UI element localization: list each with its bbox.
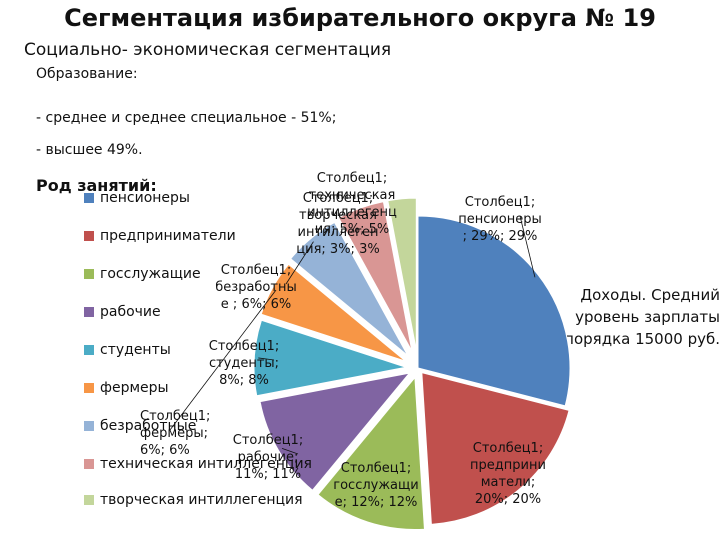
legend-label-6: фермеры (100, 380, 169, 396)
legend-item-7: безработные (84, 418, 196, 434)
legend-label-8: техническая интиллегенция (100, 456, 312, 472)
data-label-1: Столбец1; пенсионеры; 29%; 29% (458, 195, 542, 244)
education-line-secondary: - среднее и среднее специальное - 51%; (36, 110, 337, 126)
data-label-6: Столбец1; фермеры; 6%; 6% (140, 409, 210, 458)
legend-item-3: госслужащие (84, 266, 201, 282)
legend-swatch-2 (84, 231, 94, 241)
pie-slice-8 (337, 201, 413, 352)
legend-swatch-5 (84, 345, 94, 355)
pie-slice-9 (387, 197, 417, 351)
data-label-3: Столбец1; госслужащи е; 12%; 12% (333, 461, 418, 510)
leader-line-1 (519, 215, 536, 278)
leader-line-4 (281, 448, 299, 455)
legend-swatch-4 (84, 307, 94, 317)
legend-label-1: пенсионеры (100, 190, 190, 206)
data-label-5: Столбец1; студенты; 8%; 8% (209, 339, 279, 388)
slide-subtitle: Социально- экономическая сегментация (24, 40, 392, 60)
data-label-9: Столбец1; творческая интиллеген ция; 3%; 3% (296, 191, 379, 257)
data-label-4: Столбец1; рабочие; 11%; 11% (233, 433, 303, 482)
leader-line-6 (169, 289, 277, 431)
legend-label-2: предприниматели (100, 228, 236, 244)
legend-label-7: безработные (100, 418, 197, 434)
leader-line-7 (285, 241, 314, 285)
legend-swatch-3 (84, 269, 94, 279)
legend-label-3: госслужащие (100, 266, 201, 282)
legend-item-5: студенты (84, 342, 171, 358)
legend-label-5: студенты (100, 342, 171, 358)
slide-title: Сегментация избирательного округа № 19 (64, 4, 656, 32)
pie-slice-1 (417, 215, 571, 407)
pie-slice-3 (317, 376, 425, 531)
education-heading: Образование: (36, 66, 138, 82)
legend-swatch-6 (84, 383, 94, 393)
data-label-7: Столбец1; безработны е ; 6%; 6% (215, 263, 296, 312)
pie-slice-7 (289, 221, 409, 357)
pie-slice-6 (260, 263, 407, 362)
legend-label-4: рабочие (100, 304, 161, 320)
legend-swatch-7 (84, 421, 94, 431)
legend-item-2: предприниматели (84, 228, 236, 244)
education-line-higher: - высшее 49%. (36, 142, 143, 158)
legend-swatch-1 (84, 193, 94, 203)
legend-item-9: творческая интиллегенция (84, 492, 303, 508)
legend-swatch-9 (84, 495, 94, 505)
legend-item-6: фермеры (84, 380, 169, 396)
pie-slice-4 (259, 372, 411, 491)
chart-legend: пенсионеры предприниматели госслужащие рабо… (84, 190, 324, 520)
legend-swatch-8 (84, 459, 94, 469)
legend-item-4: рабочие (84, 304, 161, 320)
pie-slice-5 (253, 319, 407, 397)
leader-line-5 (258, 357, 275, 361)
legend-item-8: техническая интиллегенция (84, 456, 312, 472)
data-label-8: Столбец1; техническая интиллегенц ия; 5%; 5… (307, 171, 397, 237)
legend-label-9: творческая интиллегенция (100, 492, 303, 508)
legend-item-1: пенсионеры (84, 190, 190, 206)
occupation-heading: Род занятий: (36, 176, 157, 195)
pie-slice-2 (421, 371, 570, 525)
income-text: Доходы. Средний уровень зарплаты порядка… (564, 286, 720, 348)
data-label-2: Столбец1; предприни матели; 20%; 20% (470, 441, 546, 507)
